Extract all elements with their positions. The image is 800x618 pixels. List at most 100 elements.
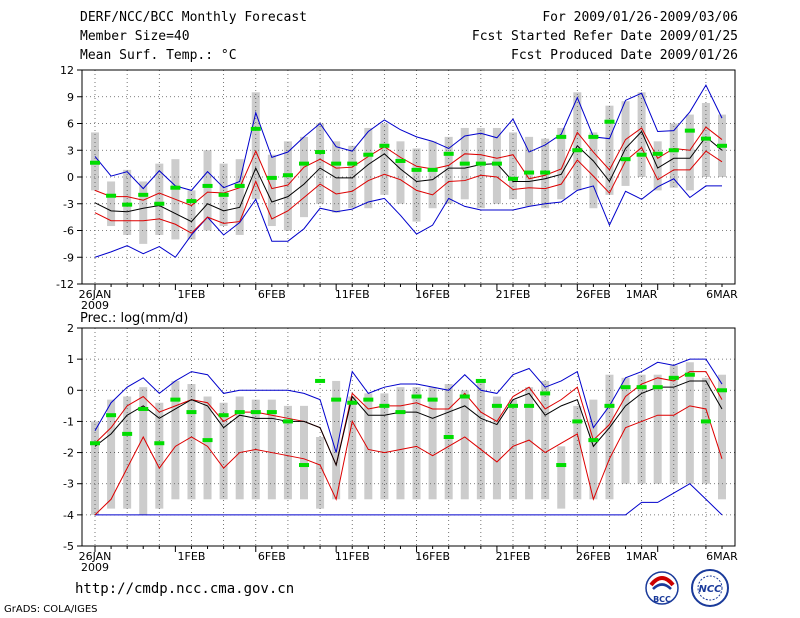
ensemble-box-30JAN	[155, 402, 164, 509]
median-marker-31JAN	[170, 397, 181, 402]
ensemble-box-6FEB	[267, 399, 276, 500]
median-marker-1MAR	[636, 385, 647, 390]
x-tick-label-6MAR: 6MAR	[706, 550, 738, 563]
series-max-line	[94, 84, 723, 191]
ensemble-box-11FEB	[348, 145, 357, 209]
median-marker-30JAN	[154, 441, 165, 446]
median-marker-3MAR	[668, 148, 679, 153]
median-marker-24FEB	[556, 134, 567, 139]
ensemble-box-8FEB	[300, 405, 308, 500]
x-tick-label-1FEB: 1FEB	[178, 288, 206, 301]
ensemble-box-12FEB	[364, 393, 373, 500]
ensemble-box-27JAN	[107, 399, 116, 509]
plot-frame	[81, 327, 736, 547]
ensemble-box-11FEB	[348, 396, 357, 500]
median-marker-12FEB	[363, 152, 374, 157]
x-tick-label-21FEB: 21FEB	[496, 550, 531, 563]
y-tick-label: -9	[63, 251, 74, 264]
ensemble-box-18FEB	[460, 390, 469, 500]
median-marker-26JAN	[90, 441, 100, 446]
x-tick-label-26FEB: 26FEB	[576, 550, 611, 563]
median-marker-1FEB	[186, 199, 197, 204]
median-marker-26FEB	[588, 438, 599, 443]
ensemble-box-15FEB	[412, 148, 421, 222]
median-marker-18FEB	[459, 394, 470, 399]
ncc-logo-text: NCC	[698, 584, 722, 595]
ensemble-box-29JAN	[139, 181, 148, 244]
x-tick-label-6MAR: 6MAR	[706, 288, 738, 301]
median-marker-1MAR	[636, 152, 647, 157]
median-marker-10FEB	[331, 161, 342, 166]
median-marker-6FEB	[266, 410, 277, 415]
ensemble-box-24FEB	[557, 446, 566, 509]
ensemble-box-28FEB	[621, 101, 630, 186]
median-marker-6MAR	[717, 143, 727, 148]
x-year-label: 2009	[81, 561, 109, 574]
median-marker-13FEB	[379, 143, 390, 148]
y-tick-label: 9	[67, 91, 74, 104]
median-marker-4FEB	[234, 410, 245, 415]
y-tick-label: 1	[67, 353, 74, 366]
website-url[interactable]: http://cmdp.ncc.cma.gov.cn	[75, 581, 295, 597]
series-mean-line	[94, 130, 723, 223]
ensemble-box-4MAR	[685, 362, 694, 484]
median-marker-5MAR	[700, 419, 711, 424]
ensemble-box-5MAR	[701, 377, 710, 484]
ensemble-box-14FEB	[396, 141, 405, 204]
median-marker-8FEB	[299, 463, 309, 468]
median-marker-16FEB	[427, 397, 438, 402]
produced-date: Fcst Produced Date 2009/01/26	[511, 48, 738, 63]
y-tick-label: -4	[63, 509, 74, 522]
median-marker-1FEB	[186, 410, 197, 415]
x-tick-label-1MAR: 1MAR	[626, 550, 658, 563]
ensemble-box-8FEB	[300, 136, 308, 218]
median-marker-25FEB	[572, 148, 583, 153]
series-lower-line	[94, 405, 723, 516]
ensemble-box-3FEB	[219, 402, 228, 500]
ensemble-box-16FEB	[428, 141, 437, 209]
median-marker-2FEB	[202, 438, 213, 443]
x-tick-label-26JAN: 26JAN	[79, 550, 112, 563]
ensemble-box-3MAR	[669, 123, 678, 188]
ensemble-box-6MAR	[718, 374, 726, 500]
median-marker-20FEB	[491, 403, 502, 408]
y-tick-label: -1	[63, 415, 74, 428]
median-marker-27FEB	[604, 119, 615, 124]
y-tick-label: 2	[67, 322, 74, 335]
ensemble-box-28FEB	[621, 377, 630, 484]
y-tick-label: -5	[63, 540, 74, 553]
median-marker-29JAN	[138, 192, 149, 197]
median-marker-22FEB	[524, 403, 535, 408]
series-upper-line	[94, 371, 723, 467]
ensemble-box-29JAN	[139, 387, 148, 515]
grads-credit: GrADS: COLA/IGES	[4, 604, 98, 615]
ensemble-box-26FEB	[589, 399, 598, 500]
refer-date: Fcst Started Refer Date 2009/01/25	[471, 29, 738, 44]
median-marker-6FEB	[266, 175, 277, 180]
ensemble-box-31JAN	[171, 380, 180, 500]
y-tick-label: -12	[56, 278, 74, 291]
series-upper-line	[94, 126, 723, 207]
median-marker-12FEB	[363, 397, 374, 402]
median-marker-3FEB	[218, 413, 229, 418]
y-tick-label: 3	[67, 144, 74, 157]
median-marker-15FEB	[411, 167, 422, 172]
series-mean-line	[94, 380, 723, 467]
ensemble-box-7FEB	[283, 141, 292, 231]
plot-frame	[81, 69, 736, 285]
median-marker-28FEB	[620, 385, 631, 390]
x-tick-label-26FEB: 26FEB	[576, 288, 611, 301]
median-marker-25FEB	[572, 419, 583, 424]
median-marker-29JAN	[138, 406, 149, 411]
x-tick-label-6FEB: 6FEB	[258, 288, 286, 301]
median-marker-27FEB	[604, 403, 615, 408]
median-marker-26JAN	[90, 160, 100, 165]
ensemble-box-20FEB	[492, 127, 501, 204]
median-marker-24FEB	[556, 463, 567, 468]
median-marker-17FEB	[443, 151, 454, 156]
median-marker-23FEB	[540, 391, 551, 396]
ensemble-box-2MAR	[653, 374, 662, 484]
ensemble-box-21FEB	[509, 132, 517, 200]
median-marker-27JAN	[106, 193, 117, 198]
median-marker-28FEB	[620, 157, 631, 162]
